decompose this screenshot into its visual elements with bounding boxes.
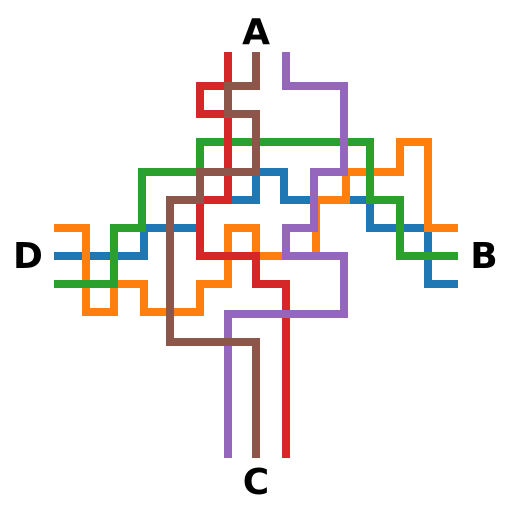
wire-brown [166, 52, 260, 458]
wire-orange [54, 138, 458, 316]
terminal-label-top: A [242, 12, 270, 53]
terminal-label-right: B [470, 236, 497, 277]
wire-purple [224, 52, 348, 458]
wire-red [196, 52, 290, 458]
terminal-label-left: D [13, 236, 43, 277]
wire-blue [54, 168, 458, 288]
terminal-label-bottom: C [243, 462, 269, 503]
wire-green [54, 138, 458, 288]
